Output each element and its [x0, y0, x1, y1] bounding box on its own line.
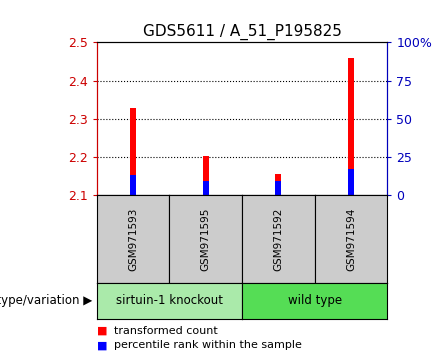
Bar: [203, 156, 209, 195]
Text: percentile rank within the sample: percentile rank within the sample: [114, 340, 302, 350]
Bar: [275, 181, 281, 195]
Text: transformed count: transformed count: [114, 326, 218, 336]
Bar: [348, 169, 354, 195]
Text: genotype/variation ▶: genotype/variation ▶: [0, 295, 92, 307]
Title: GDS5611 / A_51_P195825: GDS5611 / A_51_P195825: [143, 23, 341, 40]
Bar: [130, 108, 136, 195]
Text: GSM971593: GSM971593: [128, 207, 138, 271]
Bar: [130, 175, 136, 195]
Text: ■: ■: [97, 340, 107, 350]
Text: ■: ■: [97, 326, 107, 336]
Text: GSM971592: GSM971592: [273, 207, 283, 271]
Bar: [203, 181, 209, 195]
Bar: [275, 174, 281, 195]
Text: wild type: wild type: [287, 295, 342, 307]
Text: GSM971594: GSM971594: [346, 207, 356, 271]
Text: sirtuin-1 knockout: sirtuin-1 knockout: [116, 295, 223, 307]
Bar: [348, 58, 354, 195]
Text: GSM971595: GSM971595: [201, 207, 211, 271]
